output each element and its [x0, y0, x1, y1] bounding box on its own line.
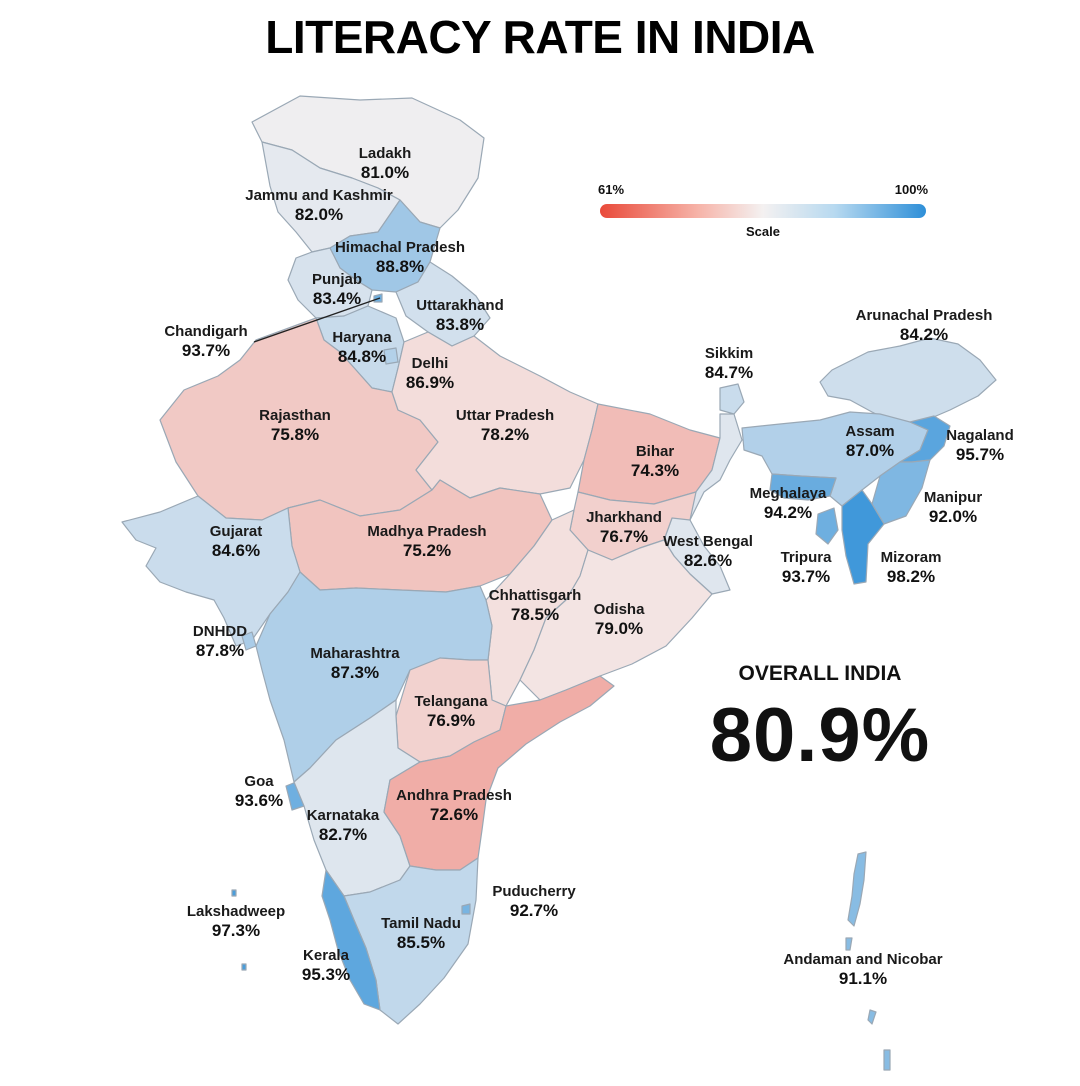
- label-uttarakhand: Uttarakhand 83.8%: [416, 297, 504, 334]
- region-meghalaya: [769, 473, 837, 501]
- region-uttarakhand: [395, 261, 491, 347]
- label-puducherry: Puducherry 92.7%: [492, 883, 576, 920]
- label-mizoram: Mizoram 98.2%: [880, 549, 942, 586]
- region-delhi: [383, 347, 399, 365]
- region-punjab: [287, 247, 373, 319]
- label-arunachal-pradesh: Arunachal Pradesh 84.2%: [855, 307, 993, 344]
- region-gujarat: [121, 495, 301, 647]
- label-madhya-pradesh: Madhya Pradesh 75.2%: [367, 523, 487, 560]
- scale-legend: 61% 100% Scale: [598, 180, 928, 240]
- label-uttar-pradesh: Uttar Pradesh 78.2%: [455, 407, 555, 444]
- region-odisha: [519, 539, 713, 701]
- label-odisha: Odisha 79.0%: [593, 601, 645, 638]
- label-west-bengal: West Bengal 82.6%: [663, 533, 753, 570]
- label-andaman-nicobar: Andaman and Nicobar 91.1%: [783, 951, 943, 988]
- region-chandigarh: [373, 293, 383, 303]
- region-puducherry: [461, 903, 471, 915]
- region-kerala: [321, 869, 381, 1011]
- label-delhi: Delhi 86.9%: [405, 355, 455, 392]
- label-haryana: Haryana 84.8%: [332, 329, 392, 366]
- label-ladakh: Ladakh 81.0%: [358, 145, 412, 182]
- label-jammu-kashmir: Jammu and Kashmir 82.0%: [245, 187, 393, 224]
- label-meghalaya: Meghalaya 94.2%: [749, 485, 827, 522]
- label-rajasthan: Rajasthan 75.8%: [259, 407, 331, 444]
- region-sikkim: [719, 383, 745, 415]
- label-manipur: Manipur 92.0%: [923, 489, 983, 526]
- scale-caption: Scale: [746, 224, 780, 239]
- scale-min-label: 61%: [598, 182, 625, 197]
- overall-india-value: 80.9%: [709, 693, 931, 778]
- chandigarh-leader-line: [253, 297, 381, 343]
- label-punjab: Punjab 83.4%: [311, 271, 363, 308]
- label-gujarat: Gujarat 84.6%: [209, 523, 263, 560]
- label-kerala: Kerala 95.3%: [301, 947, 351, 984]
- region-arunachal-pradesh: [819, 337, 997, 425]
- label-goa: Goa 93.6%: [234, 773, 284, 810]
- label-dnhdd: DNHDD 87.8%: [192, 623, 248, 660]
- label-bihar: Bihar 74.3%: [630, 443, 680, 480]
- label-lakshadweep: Lakshadweep 97.3%: [186, 903, 286, 940]
- label-andhra-pradesh: Andhra Pradesh 72.6%: [396, 787, 512, 824]
- label-sikkim: Sikkim 84.7%: [704, 345, 754, 382]
- label-chhattisgarh: Chhattisgarh 78.5%: [488, 587, 582, 624]
- region-uttar-pradesh: [391, 331, 599, 499]
- label-telangana: Telangana 76.9%: [414, 693, 488, 730]
- region-andhra-pradesh: [383, 675, 615, 871]
- label-jharkhand: Jharkhand 76.7%: [586, 509, 662, 546]
- region-manipur: [871, 459, 931, 525]
- label-tripura: Tripura 93.7%: [780, 549, 832, 586]
- overall-india-label: OVERALL INDIA: [738, 662, 902, 685]
- scale-gradient-bar: [600, 204, 926, 218]
- region-andaman-nicobar: [845, 851, 891, 1071]
- label-assam: Assam 87.0%: [845, 423, 895, 460]
- map-title: LITERACY RATE IN INDIA: [265, 11, 815, 63]
- label-maharashtra: Maharashtra 87.3%: [310, 645, 400, 682]
- region-tripura: [815, 507, 839, 545]
- region-mizoram: [841, 489, 885, 585]
- label-chandigarh: Chandigarh 93.7%: [164, 323, 248, 360]
- label-tamil-nadu: Tamil Nadu 85.5%: [381, 915, 461, 952]
- label-himachal-pradesh: Himachal Pradesh 88.8%: [334, 239, 466, 276]
- label-karnataka: Karnataka 82.7%: [306, 807, 380, 844]
- scale-max-label: 100%: [894, 182, 928, 197]
- label-nagaland: Nagaland 95.7%: [946, 427, 1014, 464]
- region-lakshadweep: [231, 889, 247, 971]
